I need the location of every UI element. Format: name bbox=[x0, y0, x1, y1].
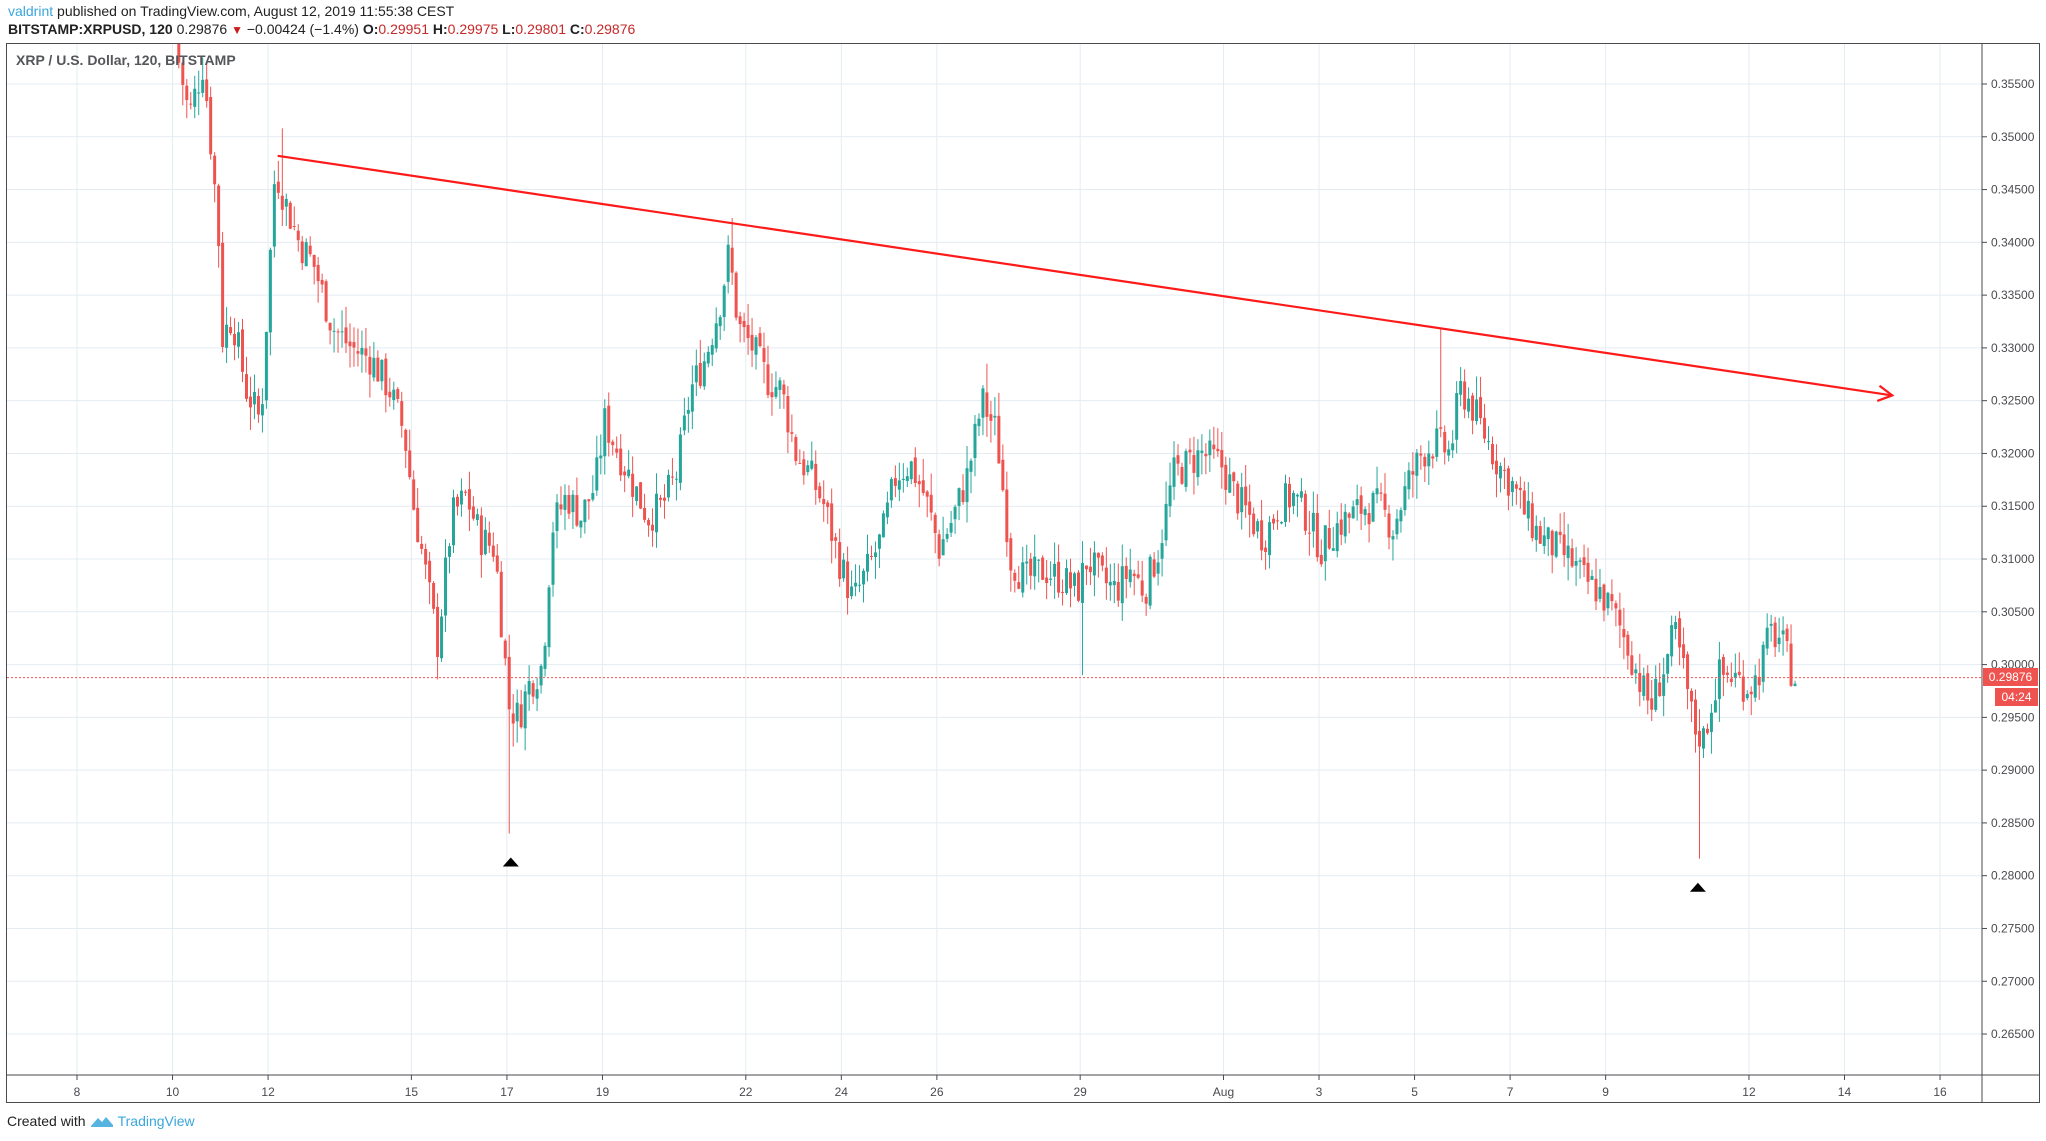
x-tick-label: 26 bbox=[930, 1085, 944, 1099]
y-tick-label: 0.28000 bbox=[1991, 869, 2035, 883]
y-tick-label: 0.30500 bbox=[1991, 605, 2035, 619]
triangle-up-icon[interactable] bbox=[502, 857, 519, 867]
y-tick-label: 0.33500 bbox=[1991, 288, 2035, 302]
tradingview-link[interactable]: TradingView bbox=[117, 1113, 195, 1129]
y-tick-label: 0.29500 bbox=[1991, 710, 2035, 724]
low-label: L: bbox=[502, 21, 516, 37]
x-tick-label: 5 bbox=[1411, 1085, 1418, 1099]
y-tick-label: 0.31500 bbox=[1991, 499, 2035, 513]
x-tick-label: 12 bbox=[261, 1085, 275, 1099]
y-tick-label: 0.27000 bbox=[1991, 974, 2035, 988]
x-tick-label: 16 bbox=[1933, 1085, 1947, 1099]
x-tick-label: 3 bbox=[1316, 1085, 1323, 1099]
open-value: 0.29951 bbox=[378, 21, 429, 37]
high-value: 0.29975 bbox=[447, 21, 499, 37]
x-tick-label: 7 bbox=[1507, 1085, 1514, 1099]
created-with-label: Created with bbox=[7, 1113, 86, 1129]
publish-info: valdrint published on TradingView.com, A… bbox=[8, 3, 454, 19]
x-tick-label: 19 bbox=[596, 1085, 610, 1099]
triangle-down-icon: ▼ bbox=[231, 23, 243, 37]
trendline[interactable] bbox=[277, 154, 1893, 397]
x-tick-label: 12 bbox=[1742, 1085, 1756, 1099]
y-tick-label: 0.27500 bbox=[1991, 921, 2035, 935]
x-tick-label: Aug bbox=[1213, 1085, 1234, 1099]
chart-frame bbox=[6, 43, 2040, 1103]
close-label: C: bbox=[569, 21, 585, 37]
symbol-info: BITSTAMP:XRPUSD, 120 0.29876 ▼ −0.00424 … bbox=[8, 21, 635, 37]
y-tick-label: 0.28500 bbox=[1991, 816, 2035, 830]
candles bbox=[177, 44, 1797, 859]
x-tick-label: 24 bbox=[835, 1085, 849, 1099]
x-tick-label: 17 bbox=[500, 1085, 514, 1099]
author-link[interactable]: valdrint bbox=[8, 3, 54, 19]
open-label: O: bbox=[362, 21, 379, 37]
low-value: 0.29801 bbox=[515, 21, 566, 37]
x-tick-label: 8 bbox=[74, 1085, 81, 1099]
y-tick-label: 0.35000 bbox=[1991, 130, 2035, 144]
y-tick-label: 0.32500 bbox=[1991, 394, 2035, 408]
last-price-tag: 0.29876 bbox=[1983, 668, 2038, 686]
x-tick-label: 14 bbox=[1838, 1085, 1852, 1099]
arrow-head-icon bbox=[1876, 384, 1895, 402]
y-tick-label: 0.33000 bbox=[1991, 341, 2035, 355]
x-tick-label: 10 bbox=[166, 1085, 180, 1099]
grid-lines bbox=[7, 44, 1982, 1075]
y-tick-label: 0.32000 bbox=[1991, 446, 2035, 460]
close-value: 0.29876 bbox=[584, 21, 636, 37]
x-tick-label: 29 bbox=[1073, 1085, 1087, 1099]
high-label: H: bbox=[432, 21, 448, 37]
price-change: −0.00424 (−1.4%) bbox=[246, 21, 359, 37]
axes: 0.35500 0.35000 0.34500 0.34000 0.33500 0.330… bbox=[7, 44, 2040, 1103]
y-tick-label: 0.31000 bbox=[1991, 552, 2035, 566]
tradingview-logo-icon bbox=[90, 1117, 113, 1127]
y-tick-label: 0.34000 bbox=[1991, 235, 2035, 249]
y-tick-label: 0.29000 bbox=[1991, 763, 2035, 777]
chart-legend: XRP / U.S. Dollar, 120, BITSTAMP bbox=[16, 52, 236, 68]
drawings bbox=[7, 154, 1982, 892]
publish-text: published on TradingView.com, August 12,… bbox=[53, 3, 455, 19]
y-tick-label: 0.26500 bbox=[1991, 1027, 2035, 1041]
countdown-tag: 04:24 bbox=[1995, 688, 2038, 706]
x-tick-label: 9 bbox=[1602, 1085, 1609, 1099]
x-tick-label: 15 bbox=[405, 1085, 419, 1099]
y-tick-label: 0.34500 bbox=[1991, 183, 2035, 197]
footer: Created with TradingView bbox=[7, 1113, 195, 1129]
y-tick-label: 0.35500 bbox=[1991, 77, 2035, 91]
last-price: 0.29876 bbox=[176, 21, 228, 37]
triangle-up-icon[interactable] bbox=[1689, 882, 1706, 892]
symbol-label: BITSTAMP:XRPUSD, 120 bbox=[8, 21, 173, 37]
x-tick-label: 22 bbox=[739, 1085, 753, 1099]
